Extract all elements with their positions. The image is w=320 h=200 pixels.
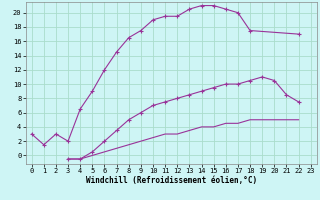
X-axis label: Windchill (Refroidissement éolien,°C): Windchill (Refroidissement éolien,°C) (86, 176, 257, 185)
